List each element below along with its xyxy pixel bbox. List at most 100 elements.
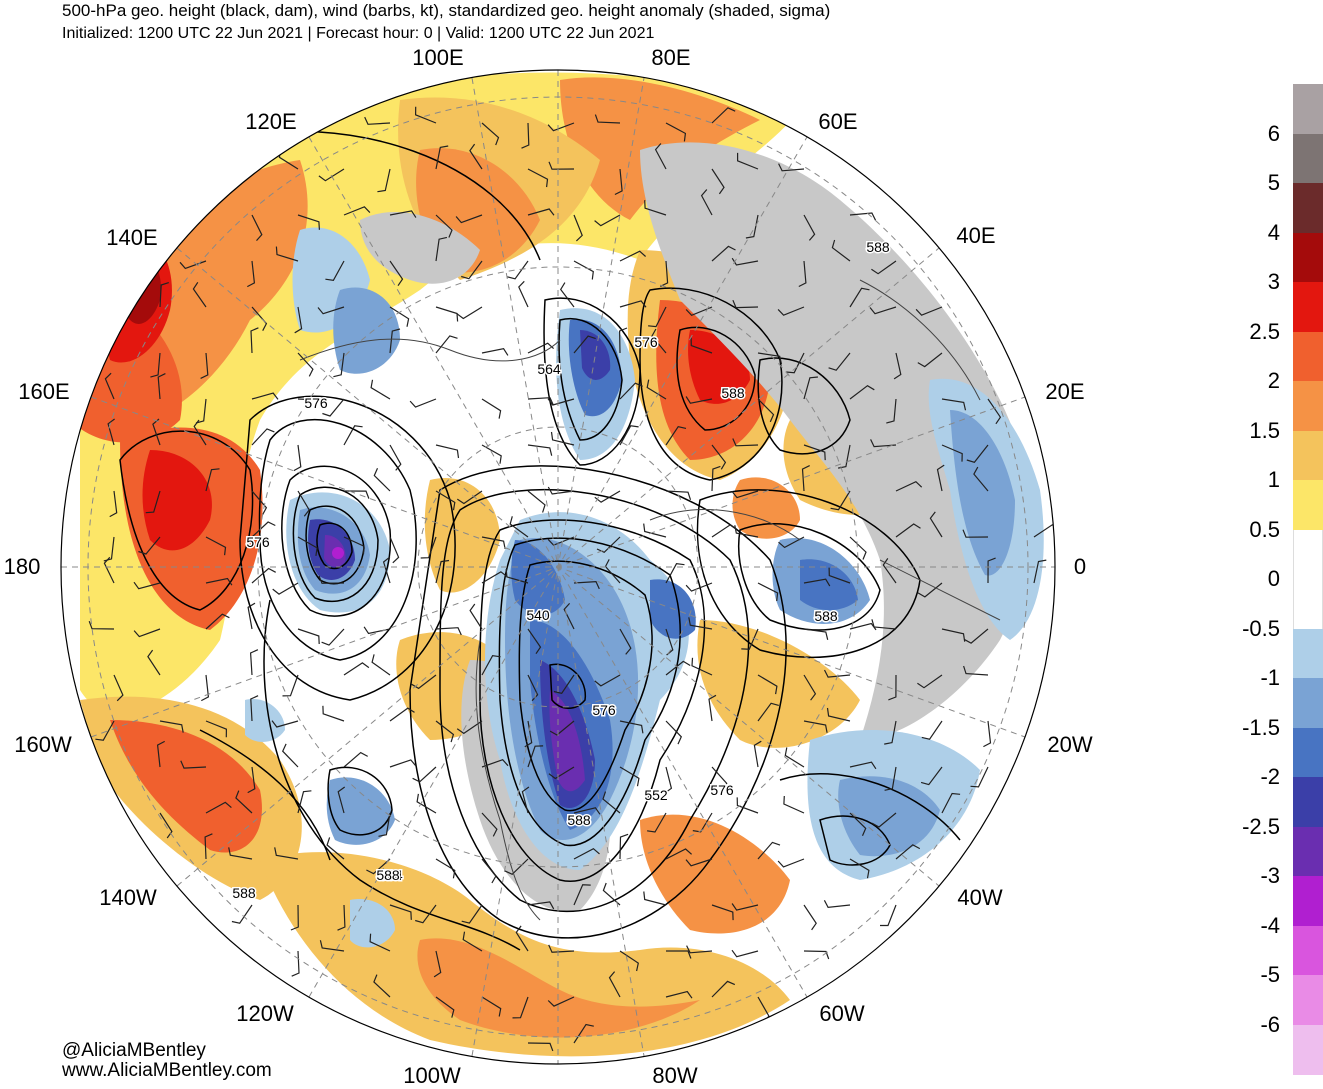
- wind-barb: [251, 428, 275, 446]
- wind-barb: [690, 337, 713, 354]
- credit-website: www.AliciaMBentley.com: [62, 1060, 272, 1081]
- wind-barb: [204, 833, 213, 860]
- wind-barb: [435, 858, 456, 879]
- contour-label: 576: [634, 334, 658, 350]
- wind-barb: [435, 627, 462, 636]
- wind-barb: [784, 747, 805, 768]
- wind-barb: [803, 214, 816, 241]
- wind-barb: [481, 571, 508, 584]
- wind-barb: [871, 260, 897, 275]
- wind-barb: [665, 563, 685, 584]
- wind-barb: [547, 536, 575, 546]
- wind-barb: [778, 536, 805, 549]
- wind-barb: [849, 287, 870, 308]
- wind-barb: [895, 480, 923, 492]
- wind-barb: [281, 743, 299, 768]
- wind-barb: [884, 766, 897, 791]
- wind-barb: [337, 786, 346, 814]
- wind-barb: [573, 335, 596, 354]
- wind-barb: [929, 511, 943, 538]
- wind-barb: [297, 790, 312, 814]
- wind-barb: [882, 558, 897, 584]
- colorbar-label: 2: [1267, 368, 1280, 393]
- wind-barb: [757, 674, 778, 695]
- lon-label-20e: 20E: [1045, 379, 1085, 404]
- wind-barb: [547, 486, 575, 495]
- wind-barb: [527, 745, 544, 768]
- wind-barb: [987, 557, 996, 584]
- wind-barb: [647, 812, 667, 833]
- wind-barb: [731, 949, 759, 958]
- wind-barb: [691, 657, 713, 676]
- wind-barb: [456, 490, 483, 505]
- lon-label-40e: 40E: [956, 223, 996, 248]
- wind-barb: [435, 720, 455, 743]
- lon-label-140e: 140E: [106, 225, 158, 250]
- wind-barb: [250, 327, 259, 354]
- wind-barb: [849, 812, 867, 837]
- wind-barb: [415, 904, 437, 924]
- wind-barb: [798, 260, 807, 288]
- colorbar-label: -3: [1260, 863, 1280, 888]
- wind-barb: [880, 904, 897, 927]
- wind-barb: [941, 792, 961, 814]
- colorbar-label: 0: [1267, 566, 1280, 591]
- wind-barb: [777, 306, 805, 316]
- wind-barb: [573, 580, 600, 590]
- wind-barb: [688, 617, 713, 630]
- wind-barb: [150, 352, 161, 378]
- wind-barb: [373, 467, 391, 492]
- wind-barb: [205, 577, 233, 586]
- wind-barb: [481, 398, 502, 419]
- wind-barb: [461, 260, 483, 280]
- wind-barb: [333, 352, 345, 378]
- wind-barb: [745, 214, 759, 239]
- colorbar-swatch: [1293, 579, 1323, 629]
- wind-barb: [963, 628, 989, 644]
- lon-label-120e: 120E: [245, 109, 297, 134]
- wind-barb: [803, 720, 828, 733]
- wind-barb: [290, 904, 299, 931]
- wind-barb: [389, 536, 400, 564]
- lon-label-140w: 140W: [99, 885, 157, 910]
- wind-barb: [435, 996, 455, 1018]
- wind-barb: [970, 766, 989, 788]
- wind-barb: [147, 649, 161, 676]
- colorbar-label: -6: [1260, 1011, 1280, 1037]
- wind-barb: [159, 720, 184, 733]
- wind-barb: [435, 559, 450, 584]
- colorbar-swatch: [1293, 777, 1323, 827]
- wind-barb: [619, 300, 647, 308]
- wind-barb: [389, 759, 417, 768]
- wind-barb: [527, 674, 539, 702]
- wind-barb: [664, 766, 673, 794]
- wind-barb: [619, 628, 632, 655]
- wind-barb: [518, 280, 529, 308]
- colorbar-swatch: [1293, 430, 1323, 481]
- wind-barb: [527, 444, 553, 456]
- wind-barb: [205, 536, 227, 556]
- wind-barbs: [88, 106, 1055, 1052]
- colorbar-label: -1.5: [1242, 714, 1280, 740]
- wind-barb: [156, 740, 165, 768]
- wind-barb: [95, 720, 115, 741]
- wind-barb: [369, 933, 391, 952]
- wind-barb: [322, 705, 345, 722]
- wind-barb: [594, 214, 621, 227]
- wind-barb: [665, 720, 683, 745]
- lon-label-160e: 160E: [18, 379, 70, 404]
- credit-handle: @AliciaMBentley: [62, 1040, 206, 1061]
- wind-barb: [563, 602, 575, 630]
- wind-barb: [133, 581, 161, 590]
- wind-barb: [481, 858, 497, 884]
- wind-barb: [420, 536, 437, 559]
- wind-barb: [801, 465, 810, 492]
- wind-barb: [272, 582, 299, 595]
- wind-barb: [573, 884, 591, 906]
- wind-barb: [107, 418, 115, 446]
- colorbar-label: -5: [1260, 962, 1280, 987]
- wind-barb: [469, 143, 483, 170]
- wind-barb: [618, 327, 628, 354]
- wind-barb: [247, 260, 256, 288]
- wind-barb: [370, 379, 391, 400]
